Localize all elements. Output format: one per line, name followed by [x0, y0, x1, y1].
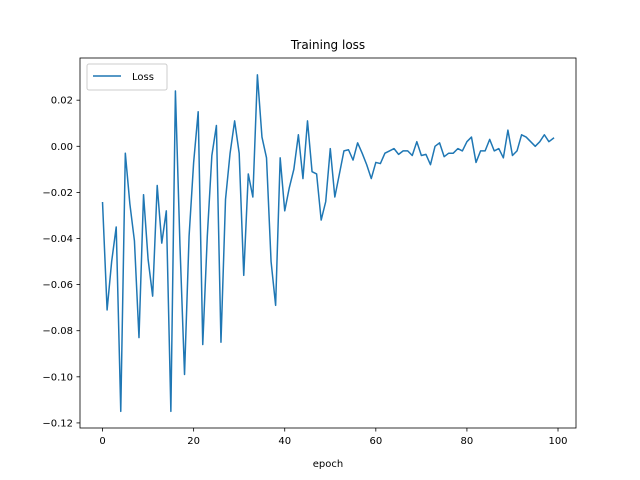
legend-label-loss: Loss	[132, 72, 154, 83]
legend: Loss	[86, 63, 168, 91]
plot-area	[79, 57, 577, 429]
x-tick-label: 80	[461, 436, 474, 447]
y-tick-label: −0.06	[42, 280, 73, 291]
y-tick-label: −0.04	[42, 234, 73, 245]
axes-frame	[79, 57, 577, 429]
x-axis-label: epoch	[313, 459, 343, 470]
y-tick-label: −0.12	[42, 418, 73, 429]
x-tick-label: 100	[548, 436, 567, 447]
x-tick-label: 40	[278, 436, 291, 447]
axis-ticks: 0 20 40 60 80 100 0.02 0.00 −0.02 −0.04 −0.06 −0.08…	[42, 96, 567, 447]
y-tick-label: 0.02	[51, 96, 73, 107]
series-line-loss	[101, 74, 555, 413]
y-tick-label: −0.08	[42, 326, 73, 337]
x-tick-label: 20	[187, 436, 200, 447]
y-tick-label: −0.02	[42, 188, 73, 199]
legend-frame	[86, 63, 168, 91]
y-tick-label: 0.00	[51, 142, 73, 153]
x-tick-label: 0	[99, 436, 105, 447]
chart-title: Training loss	[290, 38, 365, 52]
x-tick-label: 60	[369, 436, 382, 447]
y-tick-label: −0.10	[42, 372, 73, 383]
